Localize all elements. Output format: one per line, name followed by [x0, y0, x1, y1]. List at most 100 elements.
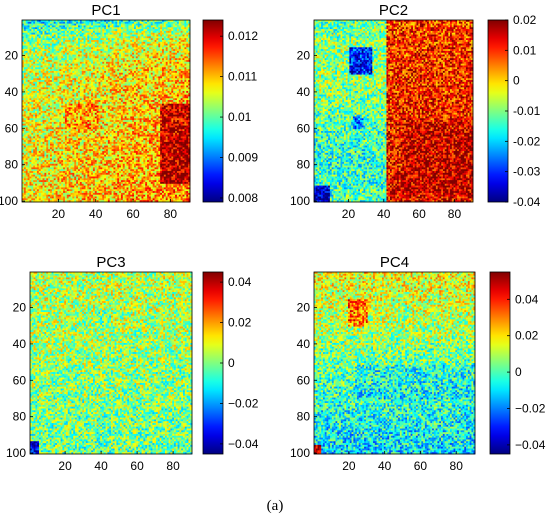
heatmap-cell [46, 43, 49, 46]
heatmap-cell [94, 25, 98, 28]
heatmap-cell [115, 41, 118, 45]
heatmap-cell [148, 29, 152, 32]
heatmap-cell [107, 23, 111, 26]
heatmap-cell [70, 27, 73, 30]
heatmap-cell [137, 29, 140, 32]
heatmap-cell [23, 32, 27, 35]
heatmap-cell [87, 34, 90, 37]
heatmap-cell [180, 38, 183, 41]
heatmap-cell [64, 36, 68, 39]
heatmap-cell [87, 30, 90, 34]
heatmap-cell [35, 43, 38, 46]
heatmap-cell [173, 45, 176, 48]
heatmap-cell [53, 49, 56, 52]
heatmap-cell [38, 29, 42, 32]
heatmap-cell [40, 41, 43, 45]
heatmap-cell [182, 47, 185, 50]
heatmap-cell [128, 43, 131, 46]
heatmap-cell [66, 40, 70, 43]
heatmap-cell [46, 49, 49, 52]
heatmap-cell [72, 38, 75, 41]
heatmap-cell [128, 45, 131, 48]
heatmap-cell [115, 45, 118, 48]
heatmap-cell [160, 29, 163, 32]
heatmap-cell [152, 41, 155, 45]
heatmap-cell [176, 30, 180, 34]
heatmap-cell [169, 25, 172, 28]
heatmap-cell [156, 43, 159, 46]
heatmap-cell [87, 43, 90, 46]
heatmap-cell [83, 43, 86, 46]
heatmap-cell [46, 29, 49, 32]
heatmap-cell [89, 32, 92, 35]
heatmap-cell [122, 27, 126, 30]
heatmap-cell [132, 32, 135, 35]
heatmap-cell [135, 43, 139, 46]
heatmap-cell [117, 30, 120, 34]
heatmap-cell [109, 49, 112, 52]
heatmap-cell [152, 27, 155, 30]
heatmap-cell [36, 23, 40, 26]
heatmap-cell [119, 40, 122, 43]
heatmap-cell [134, 38, 137, 41]
heatmap-cell [87, 32, 90, 35]
heatmap-cell [141, 29, 144, 32]
heatmap-cell [182, 43, 185, 46]
heatmap-cell [85, 25, 88, 28]
heatmap-cell [33, 27, 36, 30]
heatmap-cell [85, 21, 88, 24]
heatmap-cell [91, 21, 94, 24]
heatmap-cell [104, 32, 107, 35]
heatmap-cell [79, 36, 83, 39]
heatmap-cell [152, 40, 155, 43]
heatmap-cell [154, 38, 157, 41]
heatmap-cell [50, 40, 53, 43]
heatmap-cell [64, 27, 68, 30]
heatmap-cell [150, 36, 154, 39]
heatmap-cell [66, 21, 70, 24]
heatmap-cell [35, 27, 38, 30]
heatmap-cell [78, 25, 81, 28]
heatmap-cell [31, 47, 34, 50]
heatmap-cell [68, 45, 71, 48]
heatmap-cell [150, 25, 154, 28]
heatmap-cell [154, 23, 157, 26]
heatmap-cell [38, 20, 42, 23]
heatmap-cell [72, 41, 75, 45]
heatmap-cell [186, 20, 189, 23]
heatmap-cell [165, 27, 168, 30]
heatmap-cell [53, 43, 56, 46]
heatmap-cell [109, 36, 112, 39]
heatmap-cell [66, 20, 70, 23]
heatmap-cell [156, 21, 159, 24]
heatmap-cell [162, 21, 165, 24]
heatmap-cell [44, 20, 47, 23]
heatmap-cell [40, 27, 43, 30]
heatmap-cell [113, 29, 116, 32]
heatmap-cell [143, 29, 146, 32]
heatmap-cell [107, 47, 111, 50]
heatmap-cell [38, 47, 42, 50]
heatmap-cell [106, 30, 109, 34]
heatmap-cell [154, 47, 157, 50]
heatmap-cell [55, 45, 58, 48]
heatmap-cell [22, 20, 25, 23]
heatmap-cell [79, 40, 83, 43]
heatmap-cell [70, 38, 73, 41]
heatmap-cell [50, 41, 53, 45]
heatmap-cell [176, 23, 180, 26]
heatmap-cell [89, 43, 92, 46]
heatmap-cell [57, 43, 60, 46]
heatmap-cell [119, 45, 122, 48]
heatmap-cell [63, 29, 66, 32]
heatmap-cell [59, 41, 62, 45]
heatmap-cell [167, 20, 170, 23]
heatmap-cell [143, 21, 146, 24]
heatmap-cell [135, 20, 139, 23]
heatmap-cell [130, 38, 133, 41]
heatmap-cell [141, 36, 144, 39]
heatmap-cell [70, 34, 73, 37]
heatmap-cell [165, 32, 168, 35]
heatmap-cell [36, 47, 40, 50]
heatmap-cell [180, 32, 183, 35]
